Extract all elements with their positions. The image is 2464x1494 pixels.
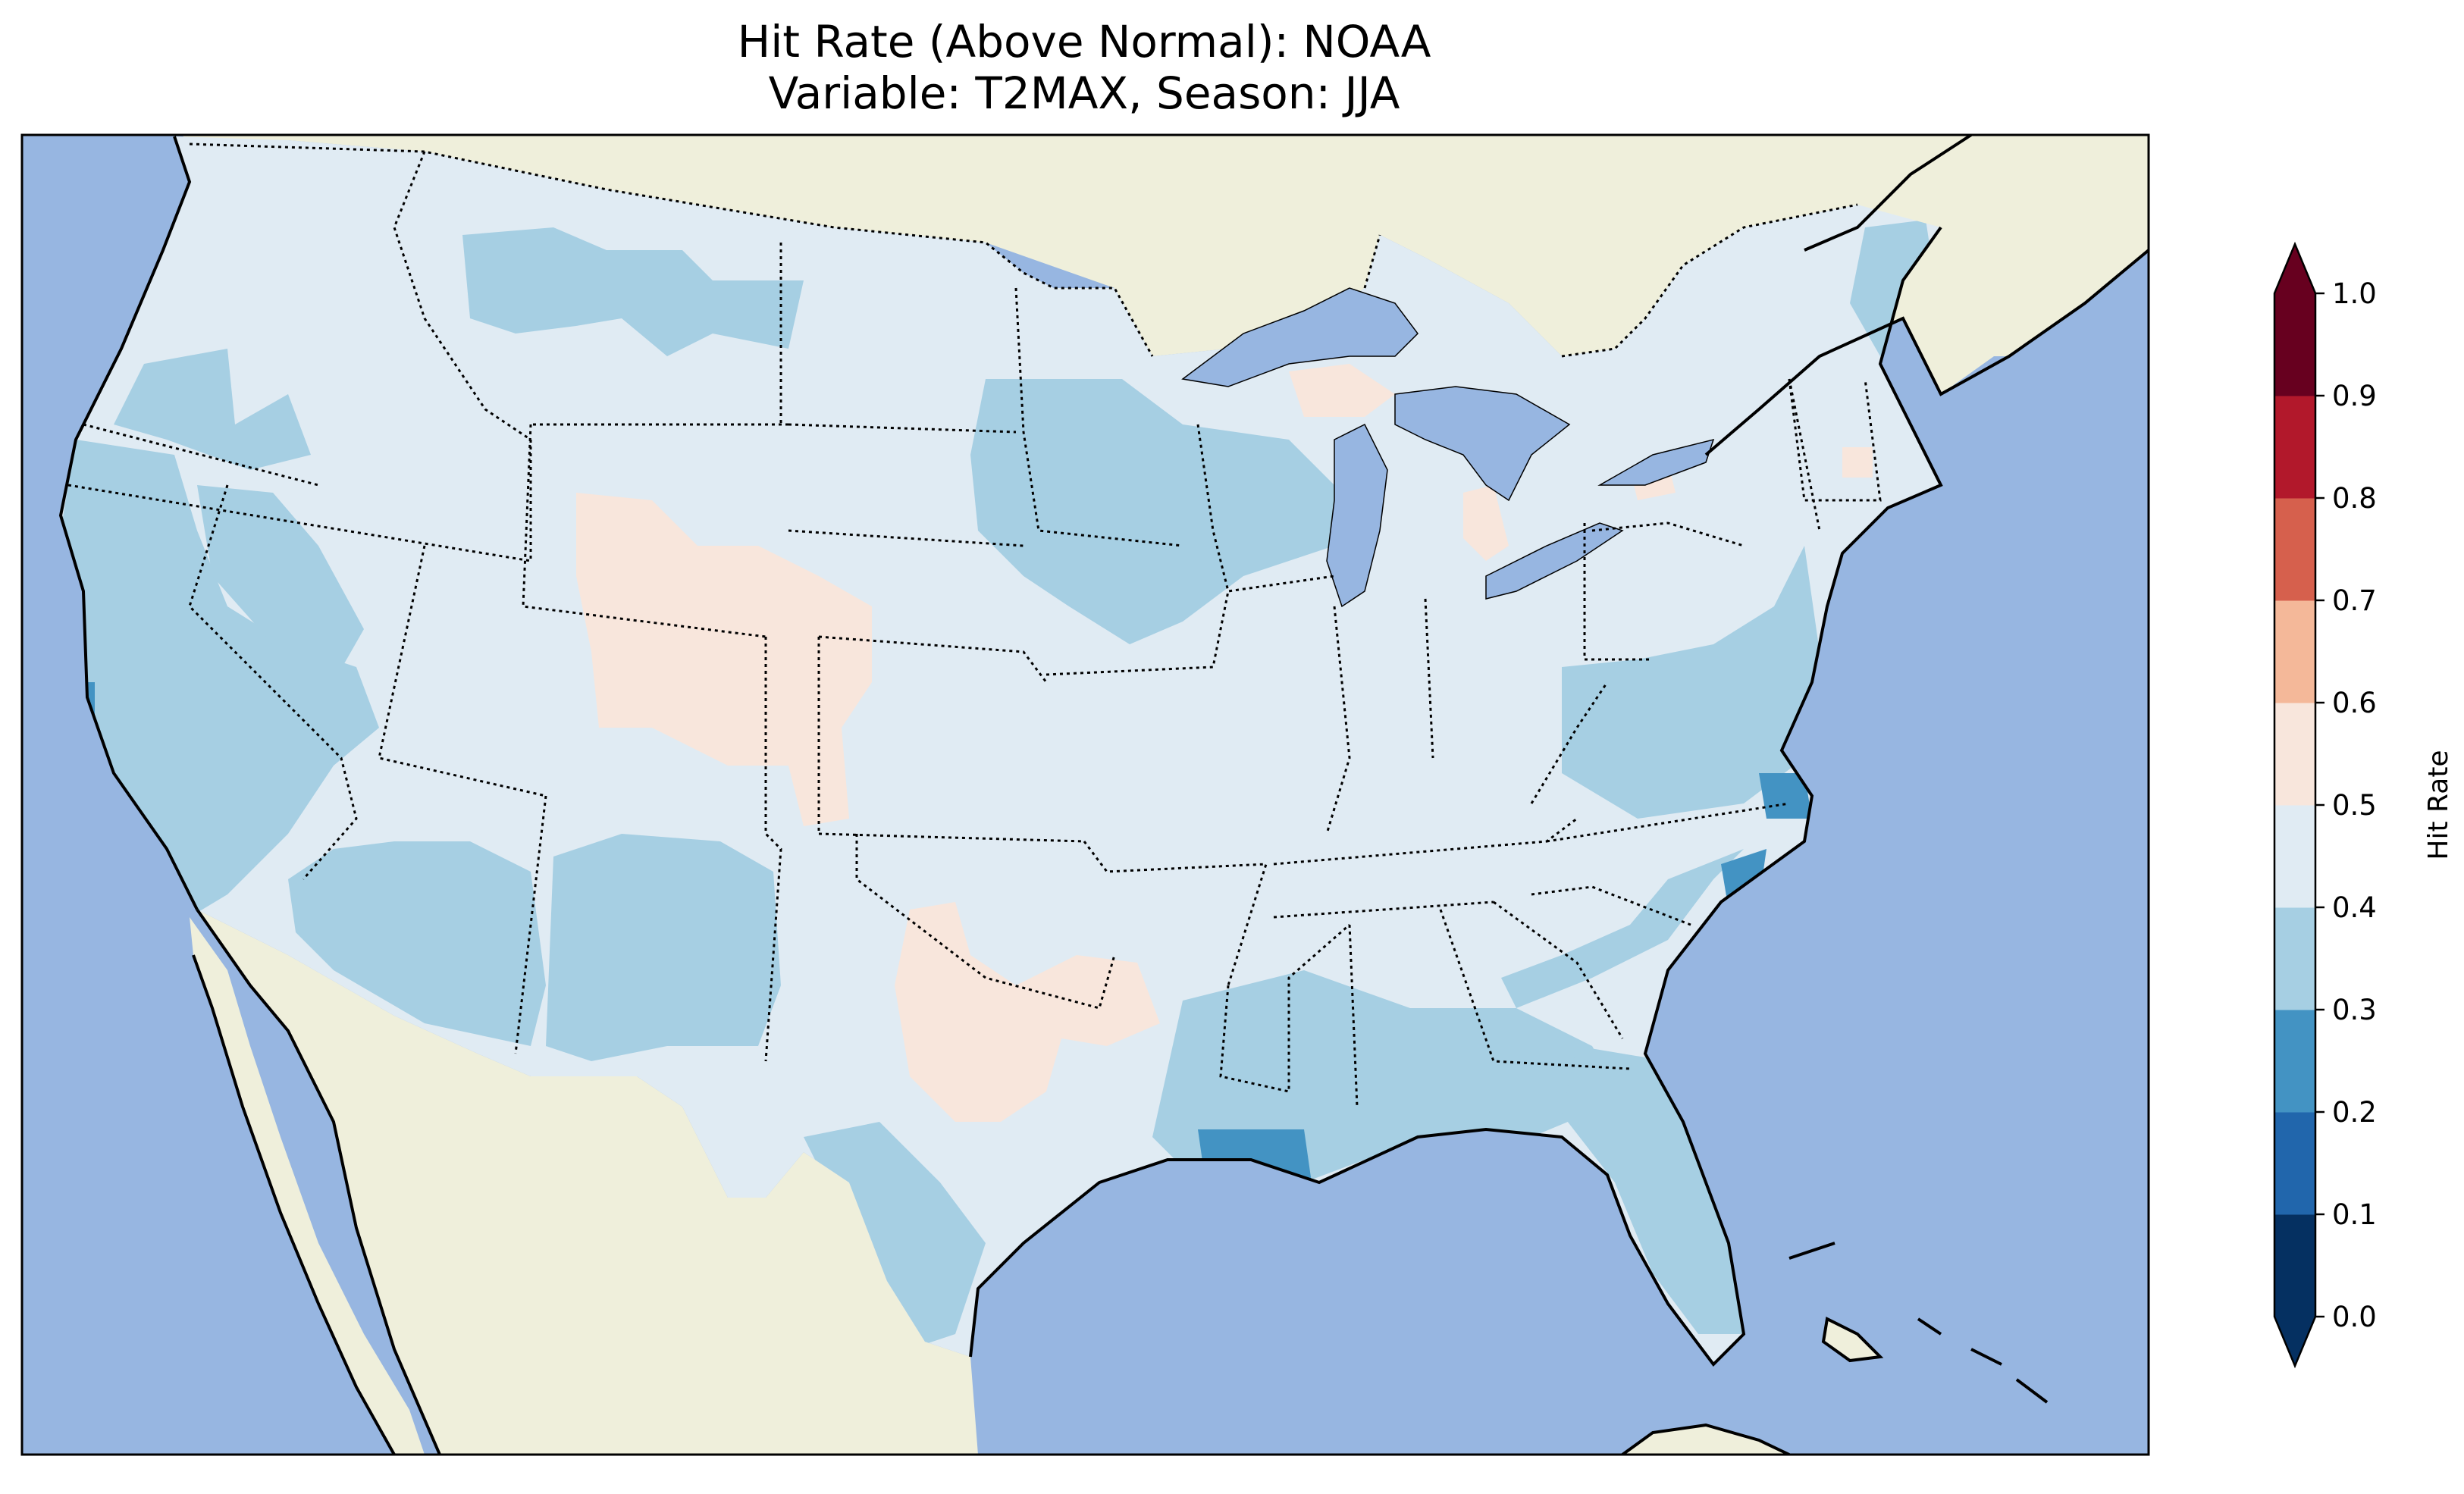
region-mid-atlantic xyxy=(1562,546,1820,819)
bahamas-2 xyxy=(1970,1348,2002,1366)
region-colorado-wyoming xyxy=(576,493,872,826)
bahamas-4 xyxy=(1788,1242,1835,1260)
ca-nv xyxy=(188,484,358,880)
map-subtitle: Variable: T2MAX, Season: JJA xyxy=(768,67,1400,119)
colorbar-tick-label: 0.2 xyxy=(2332,1096,2377,1129)
maritimes-land xyxy=(1964,212,2149,356)
ia-mo xyxy=(1045,590,1230,676)
map-frame xyxy=(20,133,2150,1456)
ok-tx xyxy=(855,834,1116,1010)
great-lakes xyxy=(1181,287,1715,608)
mo-ar xyxy=(1083,841,1268,986)
baja-coast xyxy=(192,954,396,1455)
state-borders xyxy=(67,143,1882,1107)
or-ca-nv xyxy=(67,484,531,562)
colorbar-tick-label: 1.0 xyxy=(2332,277,2377,310)
va-wv xyxy=(1530,681,1609,804)
colorbar-bin xyxy=(2274,1010,2315,1113)
wi-il xyxy=(1196,424,1335,593)
coastlines xyxy=(58,135,2149,1455)
colorbar-bin xyxy=(2274,600,2315,703)
region-southwest-arizona xyxy=(288,841,546,1046)
ga-sc xyxy=(1493,900,1624,1039)
region-new-hampshire-spot xyxy=(1842,447,1873,478)
colorbar-tick-label: 0.6 xyxy=(2332,687,2377,719)
la-ms xyxy=(1219,923,1350,1093)
nm-tx xyxy=(764,637,782,1062)
lake-huron xyxy=(1394,386,1571,502)
colorbar-bin xyxy=(2274,907,2315,1010)
colorbar-bin xyxy=(2274,805,2315,908)
mn xyxy=(1014,287,1183,547)
region-new-mexico xyxy=(546,834,781,1061)
yucatan-coast xyxy=(1621,1423,1790,1455)
region-pacific-northwest xyxy=(114,349,311,470)
canada-border xyxy=(189,143,1858,358)
colorbar-bin xyxy=(2274,1214,2315,1317)
region-montana xyxy=(462,227,804,356)
region-florida xyxy=(1562,1046,1744,1334)
colorbar-tick-label: 0.1 xyxy=(2332,1198,2377,1231)
colorbar-tick-label: 0.3 xyxy=(2332,994,2377,1026)
st-lawrence-coast xyxy=(1704,249,2149,456)
colorbar-extend-min xyxy=(2274,1317,2315,1366)
colorbar-bin xyxy=(2274,703,2315,806)
mt-wy-nd xyxy=(531,243,788,426)
region-michigan-lower xyxy=(1463,485,1509,561)
oh-pa xyxy=(1583,523,1653,661)
colorbar-bin xyxy=(2274,396,2315,499)
id-mt xyxy=(393,151,531,441)
colorbar-tick-label: 0.0 xyxy=(2332,1301,2377,1333)
colorbar-tick-label: 0.9 xyxy=(2332,380,2377,412)
region-california-coast xyxy=(61,440,379,917)
mexico-coast xyxy=(196,908,441,1455)
gulf-coastline xyxy=(969,226,1943,1367)
ny-pa xyxy=(1591,521,1745,547)
colorbar-bin xyxy=(2274,293,2315,396)
cuba-coast xyxy=(1821,1317,1884,1363)
baja-land xyxy=(190,917,425,1455)
lake-erie xyxy=(1485,522,1624,600)
ny-vt xyxy=(1788,378,1821,531)
il-in xyxy=(1325,606,1351,835)
region-southeast-coast xyxy=(1501,849,1744,1008)
colorbar: 0.0 0.1 0.2 0.3 0.4 0.5 0.6 0.7 0.8 0.9 1.0 Hit Ra… xyxy=(2273,241,2454,1369)
region-texas-south xyxy=(804,1122,986,1349)
bahamas-1 xyxy=(1917,1317,1942,1336)
new-england xyxy=(1788,378,1882,502)
colorbar-bin xyxy=(2274,498,2315,601)
tn-south xyxy=(1273,900,1494,919)
region-nevada xyxy=(197,485,364,682)
colorbar-tick-label: 0.4 xyxy=(2332,891,2377,924)
lake-michigan xyxy=(1326,423,1388,608)
colorbar-extend-max xyxy=(2274,244,2315,293)
colorbar-tick-label: 0.7 xyxy=(2332,584,2377,617)
colorbar-tick-label: 0.8 xyxy=(2332,482,2377,515)
colorbar-label: Hit Rate xyxy=(2423,750,2454,860)
region-texas-oklahoma xyxy=(895,902,1160,1122)
region-michigan-upper xyxy=(1289,364,1395,417)
bahamas-3 xyxy=(2015,1378,2049,1404)
map-title: Hit Rate (Above Normal): NOAA xyxy=(737,16,1431,67)
region-upper-midwest xyxy=(970,379,1334,644)
nd-sd-ne xyxy=(788,423,1048,683)
ms-al xyxy=(1348,924,1359,1107)
ks-ok xyxy=(818,832,1085,843)
colorbar-tick-label: 0.5 xyxy=(2332,789,2377,822)
gaspe-coast xyxy=(1804,135,1973,252)
mexico-land xyxy=(197,910,978,1455)
colorbar-bin xyxy=(2274,1112,2315,1215)
nc-sc xyxy=(1531,885,1691,926)
west-coast xyxy=(58,136,199,910)
az-nm xyxy=(514,795,547,1054)
lake-superior xyxy=(1181,287,1419,387)
